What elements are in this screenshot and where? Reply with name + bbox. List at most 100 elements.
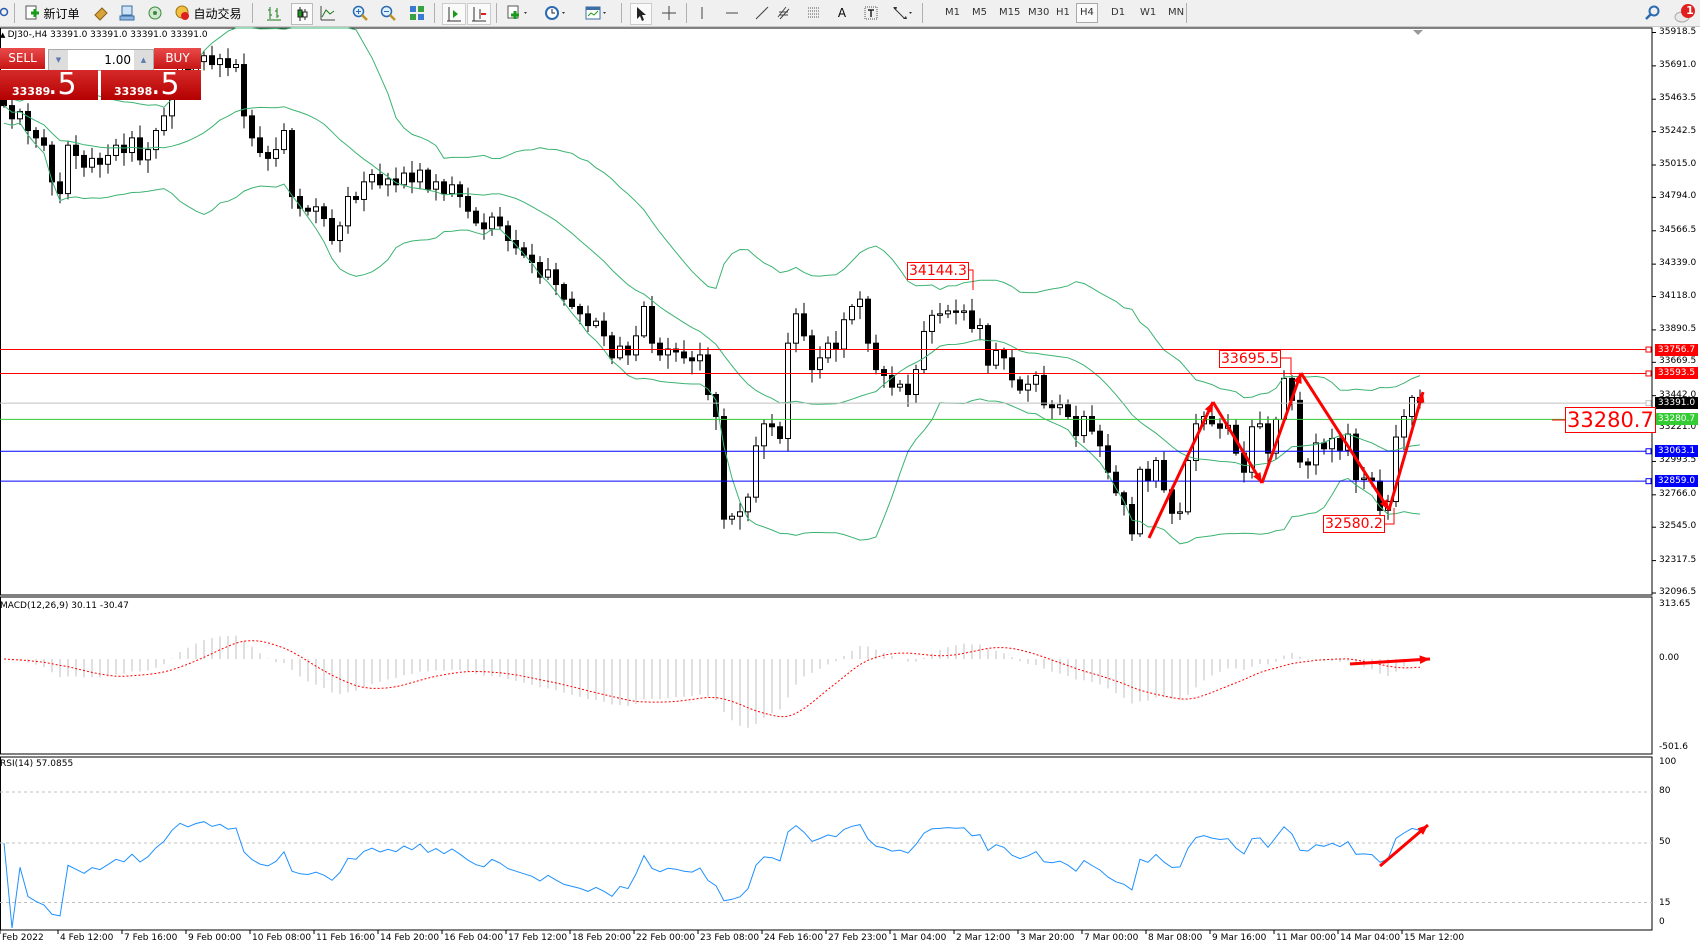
chart-canvas[interactable] bbox=[0, 26, 1700, 947]
lot-size-stepper[interactable]: ▼ 1.00 ▲ bbox=[48, 49, 154, 71]
rsi-axis-label: 0 bbox=[1659, 917, 1665, 927]
lot-size-input[interactable]: 1.00 bbox=[104, 53, 131, 67]
auto-trade-button[interactable]: 自动交易 bbox=[172, 3, 244, 23]
bearish-candle-body bbox=[1321, 442, 1327, 450]
arrows-icon[interactable] bbox=[890, 3, 916, 23]
zoom-out-icon[interactable] bbox=[378, 3, 398, 23]
candle bbox=[1121, 490, 1127, 516]
bearish-candle-body bbox=[481, 222, 487, 230]
bearish-candle-body bbox=[1049, 404, 1055, 409]
line-chart-icon[interactable] bbox=[318, 3, 338, 23]
price-line-tag: 33391.0 bbox=[1655, 397, 1698, 410]
terminal-icon[interactable] bbox=[146, 3, 164, 23]
bearish-candle-body bbox=[377, 174, 383, 186]
bearish-candle-body bbox=[409, 172, 415, 183]
timeframe-h1[interactable]: H1 bbox=[1056, 7, 1070, 18]
candle bbox=[393, 167, 399, 193]
sell-button[interactable]: SELL bbox=[0, 48, 45, 69]
bearish-candle-body bbox=[425, 169, 431, 190]
lot-increase-button[interactable]: ▲ bbox=[134, 50, 153, 70]
sell-price-box[interactable]: 33389 .5 bbox=[0, 70, 98, 100]
time-axis-label: 22 Feb 00:00 bbox=[636, 933, 696, 943]
search-icon[interactable] bbox=[1644, 3, 1662, 23]
time-axis-label: 1 Mar 04:00 bbox=[892, 933, 947, 943]
bullish-candle-body bbox=[1249, 426, 1255, 473]
text-label-icon[interactable] bbox=[862, 3, 880, 23]
timeframe-h4[interactable]: H4 bbox=[1076, 3, 1098, 23]
bearish-candle-body bbox=[1145, 468, 1151, 482]
fibo-fan-icon[interactable] bbox=[804, 3, 824, 23]
templates-icon[interactable] bbox=[584, 3, 610, 23]
market-watch-icon[interactable] bbox=[92, 3, 110, 23]
auto-trade-label: 自动交易 bbox=[193, 6, 242, 21]
fibonacci-icon[interactable] bbox=[774, 3, 794, 23]
zoom-in-icon[interactable] bbox=[350, 3, 370, 23]
line-handle bbox=[1645, 478, 1652, 485]
candle bbox=[209, 45, 215, 70]
zoom-menu-icon[interactable] bbox=[0, 3, 10, 23]
notifications-icon[interactable]: 1 bbox=[1672, 3, 1698, 23]
price-annotation: 32580.2 bbox=[1323, 515, 1385, 533]
rsi-axis-label: 100 bbox=[1659, 757, 1677, 767]
bearish-candle-body bbox=[353, 196, 359, 200]
bearish-candle-body bbox=[1041, 374, 1047, 406]
cursor-icon[interactable] bbox=[630, 3, 652, 25]
lot-decrease-button[interactable]: ▼ bbox=[49, 50, 68, 70]
crosshair-icon[interactable] bbox=[659, 3, 679, 23]
text-icon[interactable]: A bbox=[837, 6, 847, 20]
candle bbox=[1297, 391, 1303, 468]
bullish-candle-body bbox=[641, 306, 647, 337]
bullish-candle-body bbox=[817, 357, 823, 371]
time-axis-label: 10 Feb 08:00 bbox=[252, 933, 312, 943]
buy-price-box[interactable]: 33398 .5 bbox=[101, 70, 201, 100]
horizontal-line-icon[interactable] bbox=[723, 3, 741, 23]
periods-icon[interactable] bbox=[543, 3, 569, 23]
bearish-candle-body bbox=[1121, 492, 1127, 505]
bearish-candle-body bbox=[777, 426, 783, 440]
new-order-button[interactable]: 新订单 bbox=[22, 3, 82, 23]
bearish-candle-body bbox=[577, 306, 583, 315]
bullish-candle-body bbox=[1313, 442, 1319, 466]
indicators-icon[interactable] bbox=[505, 3, 531, 23]
timeframe-w1[interactable]: W1 bbox=[1140, 7, 1157, 18]
chart-shift-icon[interactable] bbox=[442, 3, 466, 25]
bullish-candle-body bbox=[1409, 396, 1415, 418]
timeframe-m15[interactable]: M15 bbox=[999, 7, 1021, 18]
candle bbox=[673, 342, 679, 362]
timeframe-m5[interactable]: M5 bbox=[972, 7, 987, 18]
candle bbox=[889, 366, 895, 396]
tile-windows-icon[interactable] bbox=[407, 3, 427, 23]
bullish-candle-body bbox=[1257, 423, 1263, 428]
timeframe-m1[interactable]: M1 bbox=[945, 7, 960, 18]
candle bbox=[729, 513, 735, 525]
bearish-candle-body bbox=[609, 335, 615, 359]
candle bbox=[665, 337, 671, 369]
bullish-candle-body bbox=[337, 225, 343, 242]
trendline-icon[interactable] bbox=[753, 3, 771, 23]
navigator-icon[interactable] bbox=[118, 3, 136, 23]
bearish-candle-body bbox=[1105, 445, 1111, 473]
bullish-candle-body bbox=[153, 130, 159, 151]
timeframe-d1[interactable]: D1 bbox=[1111, 7, 1126, 18]
vertical-line-icon[interactable] bbox=[693, 3, 711, 23]
bearish-candle-body bbox=[209, 55, 215, 66]
bar-chart-icon[interactable] bbox=[264, 3, 284, 23]
autoscroll-icon[interactable] bbox=[467, 3, 491, 25]
candle bbox=[625, 341, 631, 366]
candle bbox=[1009, 349, 1015, 388]
buy-button[interactable]: BUY bbox=[154, 48, 201, 69]
candle bbox=[73, 135, 79, 169]
toolbar-separator bbox=[686, 3, 687, 23]
timeframe-mn[interactable]: MN bbox=[1168, 7, 1185, 18]
bearish-candle-body bbox=[681, 351, 687, 359]
bullish-candle-body bbox=[545, 269, 551, 278]
bearish-candle-body bbox=[889, 374, 895, 388]
candle bbox=[785, 332, 791, 452]
bullish-candle-body bbox=[841, 319, 847, 350]
candle bbox=[593, 317, 599, 329]
candlestick-icon[interactable] bbox=[291, 3, 313, 25]
bearish-candle-body bbox=[689, 357, 695, 362]
candle bbox=[297, 188, 303, 217]
price-axis-label: 35463.5 bbox=[1659, 93, 1697, 104]
timeframe-m30[interactable]: M30 bbox=[1028, 7, 1050, 18]
